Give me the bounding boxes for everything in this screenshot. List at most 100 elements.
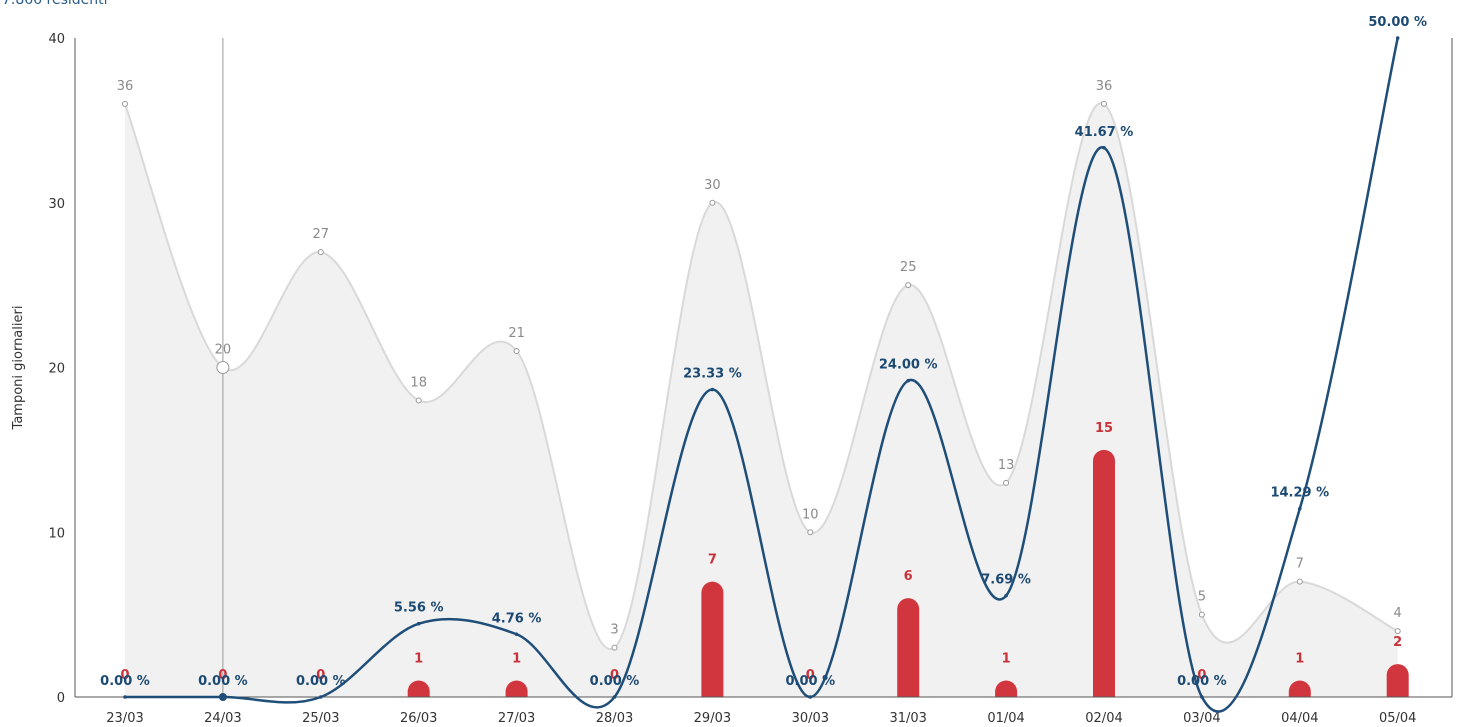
y-tick-label: 40 — [48, 32, 65, 47]
bar-02-04 — [1093, 449, 1115, 697]
percent-label: 7.69 % — [981, 573, 1031, 588]
percent-point — [514, 632, 519, 637]
positive-label: 1 — [512, 652, 521, 667]
x-tick-label: 04/04 — [1281, 711, 1318, 726]
positive-label: 7 — [708, 553, 717, 568]
tampon-point — [1296, 578, 1303, 585]
x-tick-label: 02/04 — [1085, 711, 1122, 726]
tampon-label: 30 — [704, 178, 721, 193]
tampon-label: 7 — [1296, 557, 1304, 572]
bar-31-03 — [897, 598, 920, 697]
x-tick-label: 03/04 — [1183, 711, 1220, 726]
positive-label: 0 — [218, 668, 227, 683]
y-axis-label: Tamponi giornalieri — [11, 306, 26, 431]
x-tick-label: 25/03 — [302, 711, 339, 726]
positive-label: 0 — [316, 668, 325, 683]
tampon-point — [122, 100, 128, 107]
bar-series — [407, 449, 1409, 697]
tampon-label: 4 — [1394, 606, 1402, 621]
chart-subtitle: 7.866 residenti — [2, 0, 108, 8]
percent-label: 0.00 % — [1177, 674, 1227, 689]
tampon-label: 27 — [313, 227, 330, 242]
percent-point — [906, 378, 910, 383]
percent-point — [218, 693, 227, 701]
tampon-label: 18 — [410, 375, 427, 390]
percent-point — [1102, 145, 1106, 150]
tampon-point — [1101, 100, 1107, 107]
positive-label: 0 — [120, 668, 129, 683]
x-tick-label: 26/03 — [400, 711, 437, 726]
percent-point — [808, 695, 813, 699]
percent-label: 0.00 % — [785, 674, 835, 689]
tampon-point — [317, 249, 324, 256]
tampon-label: 10 — [802, 507, 819, 522]
tampon-point — [807, 529, 814, 536]
percent-label: 0.00 % — [590, 674, 640, 689]
x-tick-label: 28/03 — [596, 711, 633, 726]
tampon-label: 20 — [215, 343, 232, 358]
percent-label: 0.00 % — [198, 674, 248, 689]
bar-01-04 — [995, 680, 1018, 697]
y-tick-label: 0 — [57, 691, 65, 706]
percent-label: 14.29 % — [1270, 486, 1329, 501]
positive-label: 0 — [610, 668, 619, 683]
percent-line — [124, 37, 1399, 713]
bar-27-03 — [505, 680, 528, 697]
tampon-label: 13 — [998, 458, 1015, 473]
positive-label: 0 — [1197, 668, 1206, 683]
tampon-point — [709, 199, 716, 206]
percent-point — [710, 387, 715, 392]
percent-point — [1200, 695, 1204, 699]
percent-point — [319, 695, 323, 699]
x-tick-label: 30/03 — [792, 711, 829, 726]
percent-point — [1004, 593, 1008, 598]
percent-point — [1395, 36, 1400, 40]
bar-26-03 — [407, 680, 430, 697]
x-tick-label: 29/03 — [694, 711, 731, 726]
percent-label: 5.56 % — [394, 601, 444, 616]
percent-point — [123, 695, 127, 699]
positive-label: 6 — [904, 569, 913, 584]
percent-point — [1298, 506, 1302, 511]
tampon-label: 5 — [1198, 590, 1206, 605]
percent-label: 0.00 % — [100, 674, 150, 689]
tampon-point — [1198, 611, 1205, 618]
x-tick-label: 23/03 — [106, 711, 143, 726]
tampon-label: 36 — [1096, 79, 1113, 94]
positive-label: 15 — [1095, 421, 1113, 436]
percent-label: 23.33 % — [683, 367, 742, 382]
percent-point — [612, 695, 617, 699]
tampon-point — [1394, 628, 1401, 635]
tampon-label: 3 — [610, 623, 618, 638]
bar-04-04 — [1288, 680, 1311, 697]
percent-label: 50.00 % — [1368, 15, 1427, 30]
x-tick-label: 01/04 — [987, 711, 1024, 726]
y-tick-label: 30 — [48, 197, 65, 212]
positive-label: 0 — [806, 668, 815, 683]
tampon-label: 25 — [900, 260, 917, 275]
x-tick-label: 27/03 — [498, 711, 535, 726]
x-tick-label: 24/03 — [204, 711, 241, 726]
positive-label: 1 — [1002, 652, 1011, 667]
percent-label: 24.00 % — [879, 358, 938, 373]
tampon-point — [513, 348, 520, 355]
area-series — [124, 38, 1399, 697]
tampon-point — [415, 397, 422, 404]
positive-label: 2 — [1393, 635, 1402, 650]
percent-label: 4.76 % — [492, 611, 542, 626]
tampon-label: 21 — [508, 326, 525, 341]
tampon-point — [905, 282, 912, 289]
positive-label: 1 — [1295, 652, 1304, 667]
positive-label: 1 — [414, 652, 423, 667]
percent-label: 41.67 % — [1075, 125, 1134, 140]
area-line — [124, 102, 1399, 651]
area-fill — [125, 102, 1398, 697]
y-tick-label: 10 — [48, 526, 65, 541]
bar-29-03 — [701, 581, 724, 697]
x-tick-label: 05/04 — [1379, 711, 1416, 726]
y-tick-label: 20 — [48, 362, 65, 377]
bar-05-04 — [1386, 664, 1409, 697]
